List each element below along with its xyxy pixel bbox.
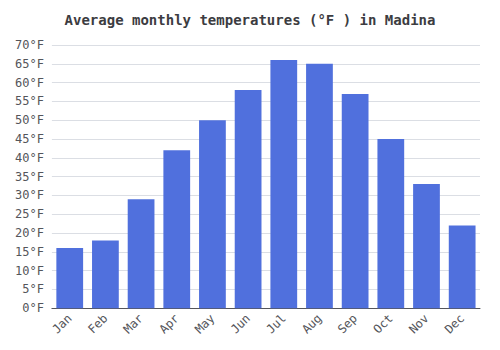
svg-text:Mar: Mar xyxy=(121,311,146,336)
svg-text:Jun: Jun xyxy=(228,311,253,336)
svg-text:65°F: 65°F xyxy=(15,57,44,71)
svg-text:Average monthly temperatures (: Average monthly temperatures (°F ) in Ma… xyxy=(65,12,436,28)
svg-text:45°F: 45°F xyxy=(15,132,44,146)
svg-text:May: May xyxy=(192,311,217,336)
svg-text:Aug: Aug xyxy=(299,311,324,336)
svg-text:20°F: 20°F xyxy=(15,226,44,240)
svg-text:Nov: Nov xyxy=(406,311,431,336)
svg-text:Feb: Feb xyxy=(85,311,110,336)
svg-text:Apr: Apr xyxy=(156,311,181,336)
svg-text:30°F: 30°F xyxy=(15,188,44,202)
svg-text:55°F: 55°F xyxy=(15,94,44,108)
svg-text:70°F: 70°F xyxy=(15,38,44,52)
svg-text:35°F: 35°F xyxy=(15,170,44,184)
svg-text:25°F: 25°F xyxy=(15,207,44,221)
svg-text:60°F: 60°F xyxy=(15,76,44,90)
svg-text:15°F: 15°F xyxy=(15,245,44,259)
svg-text:Oct: Oct xyxy=(371,311,396,336)
svg-text:Sep: Sep xyxy=(335,311,360,336)
svg-text:5°F: 5°F xyxy=(22,282,44,296)
svg-text:0°F: 0°F xyxy=(22,301,44,315)
svg-text:Jul: Jul xyxy=(264,311,289,336)
svg-text:50°F: 50°F xyxy=(15,113,44,127)
svg-text:Dec: Dec xyxy=(442,311,467,336)
svg-text:10°F: 10°F xyxy=(15,264,44,278)
svg-text:Jan: Jan xyxy=(49,311,74,336)
svg-text:40°F: 40°F xyxy=(15,151,44,165)
